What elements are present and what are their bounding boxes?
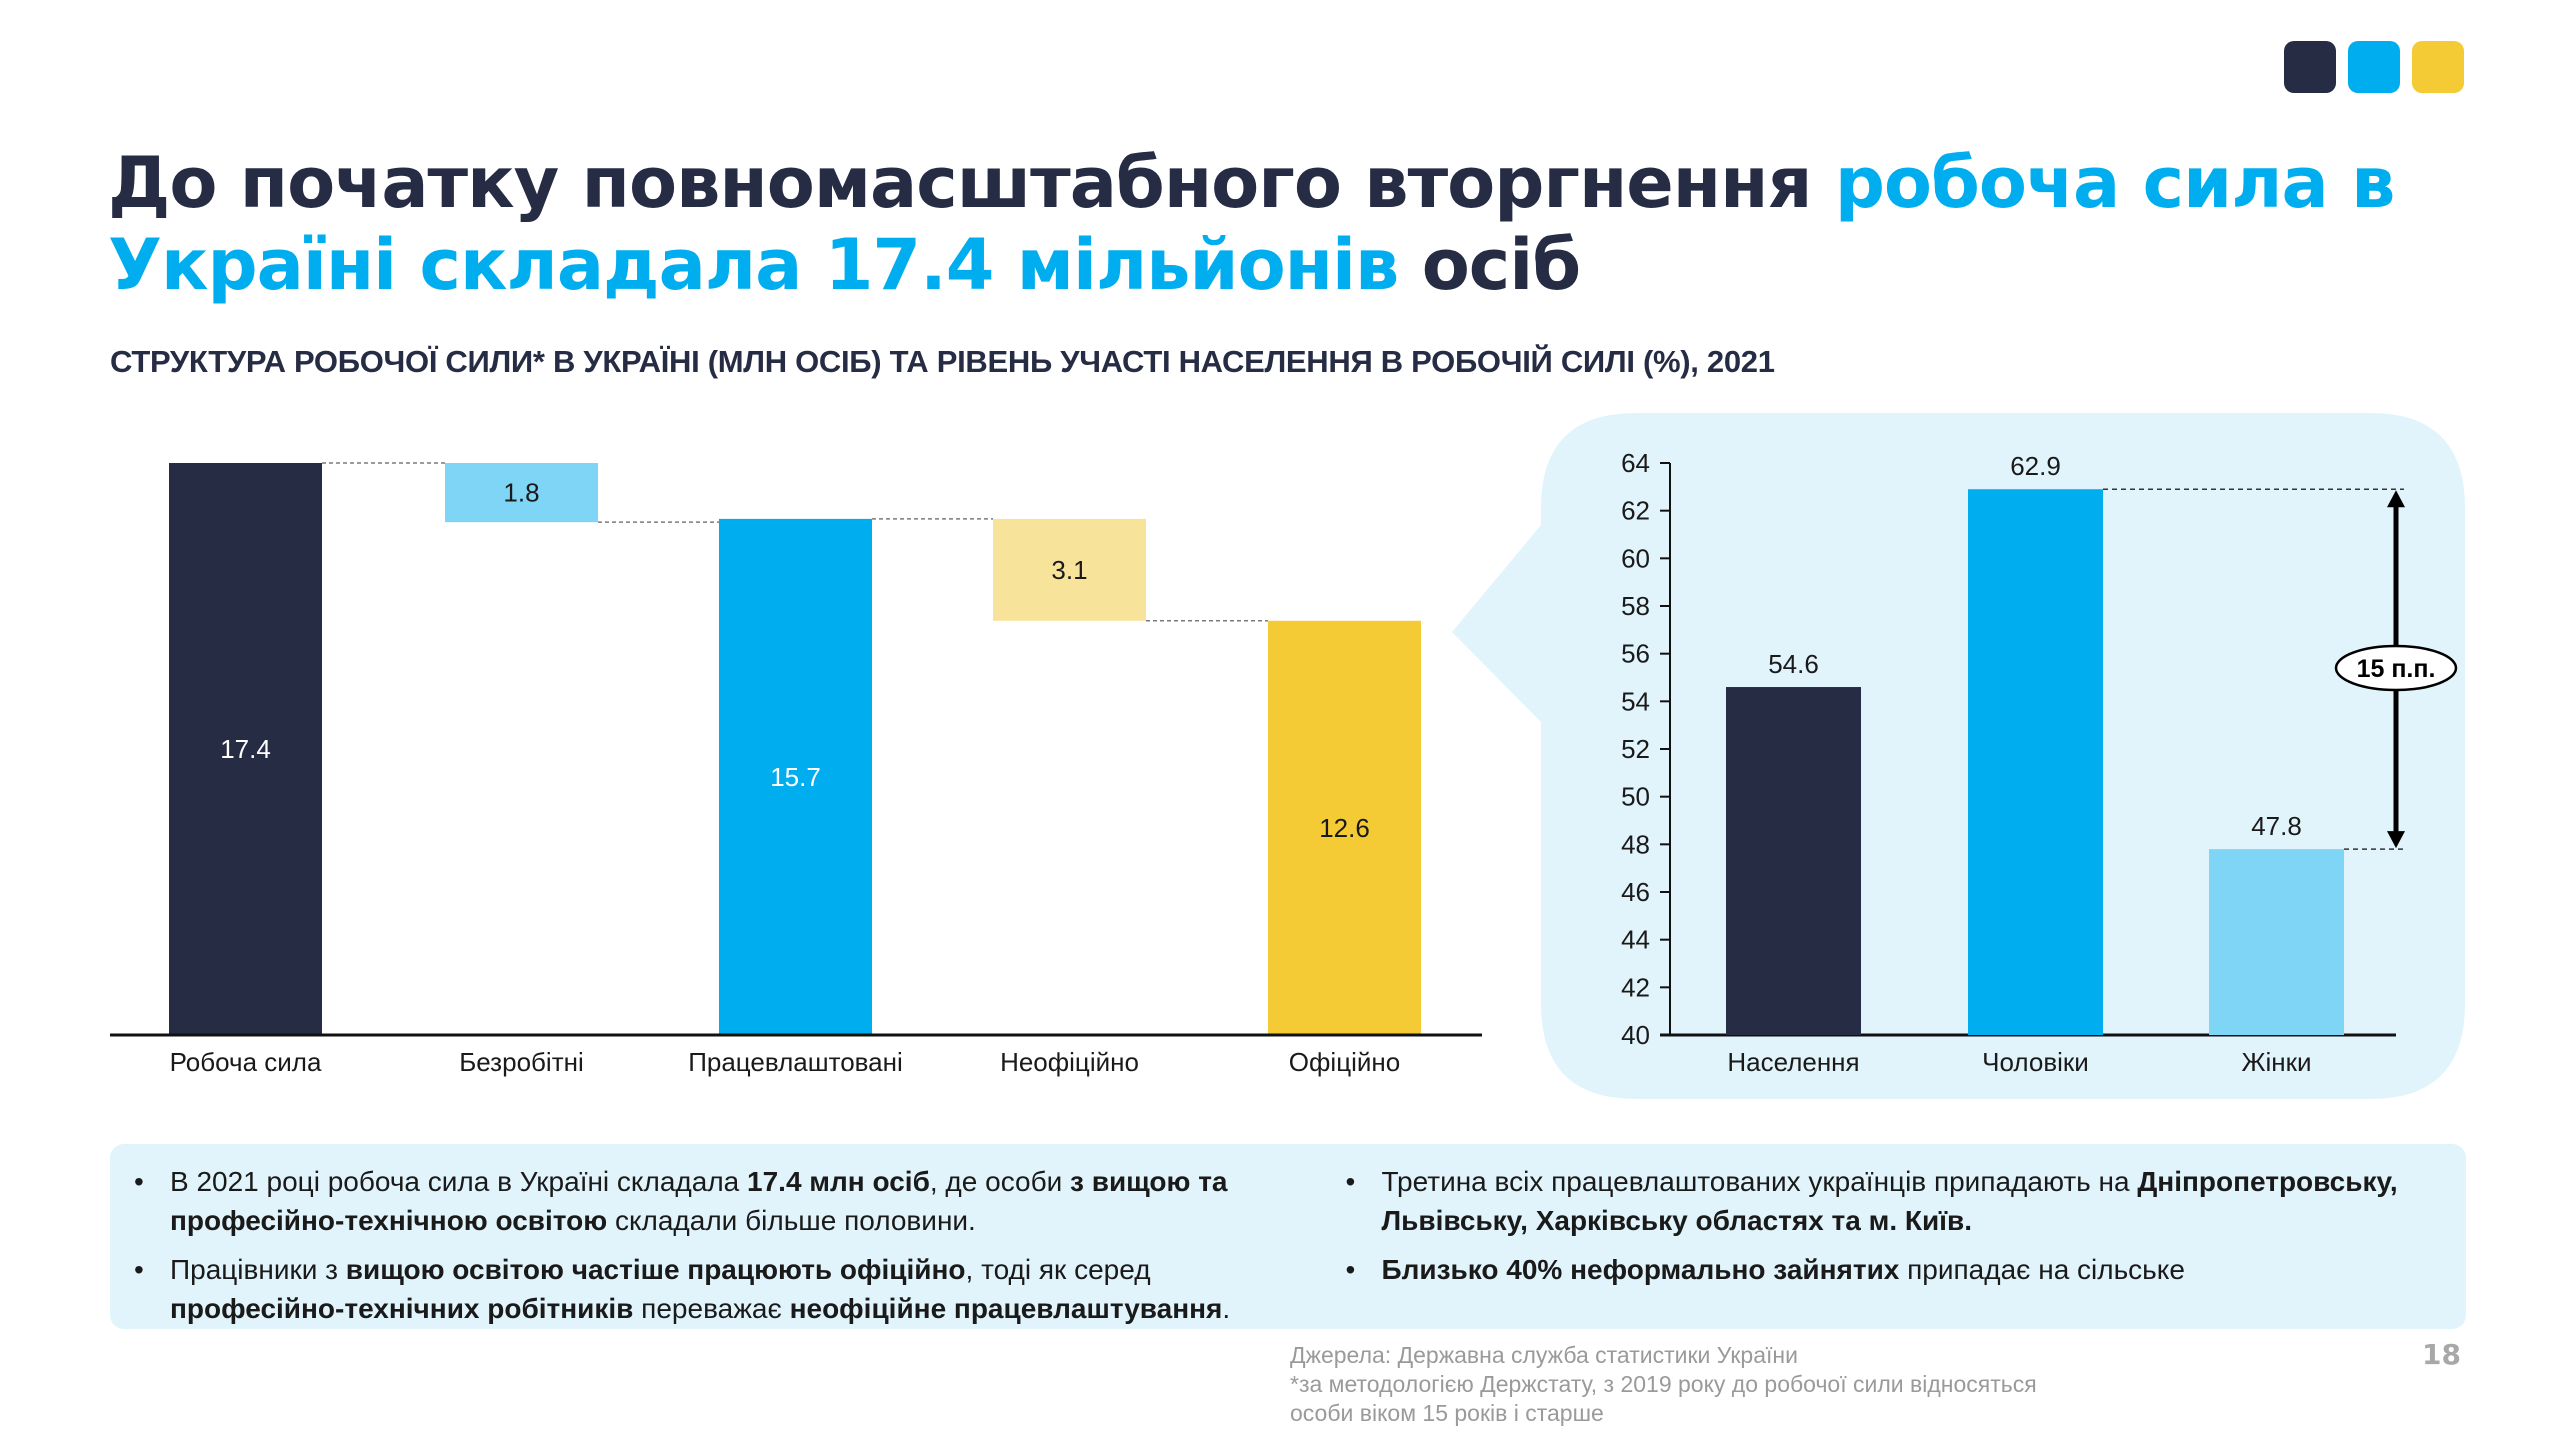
waterfall-data-label: 15.7 (770, 762, 821, 792)
finding-text: Третина всіх працевлаштованих українців … (1381, 1166, 2138, 1197)
participation-chart: 40 42 44 46 48 50 52 54 56 58 60 62 64 54.6 Населення 6… (1621, 448, 2458, 1077)
footer-notes: Джерела: Державна служба статистики Укра… (1290, 1341, 2037, 1428)
finding-text: складали більше половини. (607, 1205, 976, 1236)
methodology-note-line1: *за методологією Держстату, з 2019 року … (1290, 1371, 2037, 1397)
y-tick-label: 56 (1621, 639, 1650, 669)
gap-arrow-head-up (2387, 490, 2405, 508)
finding-text: . (1222, 1293, 1231, 1324)
y-tick-label: 60 (1621, 543, 1650, 573)
finding-emphasis: неофіційне працевлаштування (789, 1293, 1223, 1324)
page-title: До початку повномасштабного вторгнення р… (108, 142, 2488, 306)
gap-label: 15 п.п. (2357, 655, 2436, 683)
finding-item: В 2021 році робоча сила в Україні склада… (134, 1162, 1324, 1240)
finding-text: , тоді як серед (965, 1254, 1151, 1285)
finding-item: Працівники з вищою освітою частіше працю… (134, 1250, 1324, 1328)
y-tick-label: 62 (1621, 496, 1650, 526)
y-tick-label: 46 (1621, 877, 1650, 907)
participation-data-label: 54.6 (1768, 649, 1819, 679)
participation-bar (1726, 687, 1861, 1035)
title-part-dark: До початку повномасштабного вторгнення (108, 142, 1835, 224)
finding-emphasis: вищою освітою частіше працюють офіційно (345, 1254, 966, 1285)
findings-column-left: В 2021 році робоча сила в Україні склада… (110, 1144, 1324, 1329)
finding-item: Третина всіх працевлаштованих українців … (1346, 1162, 2467, 1240)
brand-logo (2284, 41, 2464, 93)
waterfall-category-label: Робоча сила (170, 1047, 322, 1077)
waterfall-category-label: Офіційно (1289, 1047, 1400, 1077)
waterfall-data-label: 12.6 (1319, 813, 1370, 843)
source-note: Джерела: Державна служба статистики Укра… (1290, 1342, 1798, 1368)
finding-emphasis: з вищою та професійно-технічною освітою (170, 1166, 1228, 1236)
y-tick-label: 58 (1621, 591, 1650, 621)
title-part-dark-end: осіб (1398, 224, 1581, 306)
finding-emphasis: професійно-технічних робітників (170, 1293, 634, 1324)
waterfall-category-label: Безробітні (459, 1047, 584, 1077)
methodology-note-line2: особи віком 15 років і старше (1290, 1400, 1604, 1426)
gap-label-bubble (2334, 644, 2458, 692)
participation-data-label: 47.8 (2251, 811, 2302, 841)
finding-text: припадає на сільське (1899, 1254, 2185, 1285)
y-tick-label: 54 (1621, 686, 1650, 716)
key-findings-box: В 2021 році робоча сила в Україні склада… (110, 1144, 2466, 1329)
gap-arrow-head-down (2387, 831, 2405, 849)
y-tick-label: 52 (1621, 734, 1650, 764)
participation-category-label: Чоловіки (1982, 1047, 2089, 1077)
page-number: 18 (2422, 1338, 2461, 1371)
finding-text: переважає (633, 1293, 790, 1324)
participation-bar (1968, 489, 2103, 1035)
y-tick-label: 64 (1621, 448, 1650, 478)
waterfall-data-label: 3.1 (1051, 555, 1087, 585)
waterfall-bar (169, 463, 322, 1035)
logo-square-navy (2284, 41, 2336, 93)
finding-text: В 2021 році робоча сила в Україні склада… (170, 1166, 748, 1197)
finding-item: Близько 40% неформально зайнятих припада… (1346, 1250, 2467, 1289)
logo-square-yellow (2412, 41, 2464, 93)
waterfall-bar (993, 518, 1146, 621)
logo-square-blue (2348, 41, 2400, 93)
finding-emphasis: Дніпропетровську, Львівську, Харківську … (1381, 1166, 2398, 1236)
participation-data-label: 62.9 (2010, 451, 2061, 481)
participation-bar (2209, 849, 2344, 1035)
waterfall-data-label: 17.4 (220, 734, 271, 764)
charts-canvas: 17.4 Робоча сила 1.8 Безробітні 15.7 Працевла… (110, 413, 2465, 1099)
waterfall-bar (719, 518, 872, 1035)
y-tick-label: 44 (1621, 925, 1650, 955)
finding-emphasis: 17.4 млн осіб (747, 1166, 930, 1197)
waterfall-bar (1268, 620, 1421, 1035)
participation-category-label: Жінки (2241, 1047, 2311, 1077)
findings-column-right: Третина всіх працевлаштованих українців … (1324, 1144, 2467, 1329)
chart-subtitle: СТРУКТУРА РОБОЧОЇ СИЛИ* В УКРАЇНІ (МЛН О… (110, 344, 1775, 379)
y-tick-label: 40 (1621, 1020, 1650, 1050)
waterfall-category-label: Працевлаштовані (688, 1047, 903, 1077)
title-part-highlight: робоча сила в Україні складала 17.4 міль… (108, 142, 2395, 306)
y-tick-label: 48 (1621, 829, 1650, 859)
finding-text: Працівники з (170, 1254, 346, 1285)
y-tick-label: 42 (1621, 972, 1650, 1002)
finding-text: , де особи (929, 1166, 1071, 1197)
y-tick-label: 50 (1621, 782, 1650, 812)
waterfall-chart: 17.4 Робоча сила 1.8 Безробітні 15.7 Працевла… (110, 462, 1482, 1077)
participation-category-label: Населення (1727, 1047, 1859, 1077)
waterfall-bar (445, 463, 598, 523)
waterfall-category-label: Неофіційно (1000, 1047, 1139, 1077)
waterfall-data-label: 1.8 (503, 478, 539, 508)
finding-emphasis: Близько 40% неформально зайнятих (1381, 1254, 1900, 1285)
